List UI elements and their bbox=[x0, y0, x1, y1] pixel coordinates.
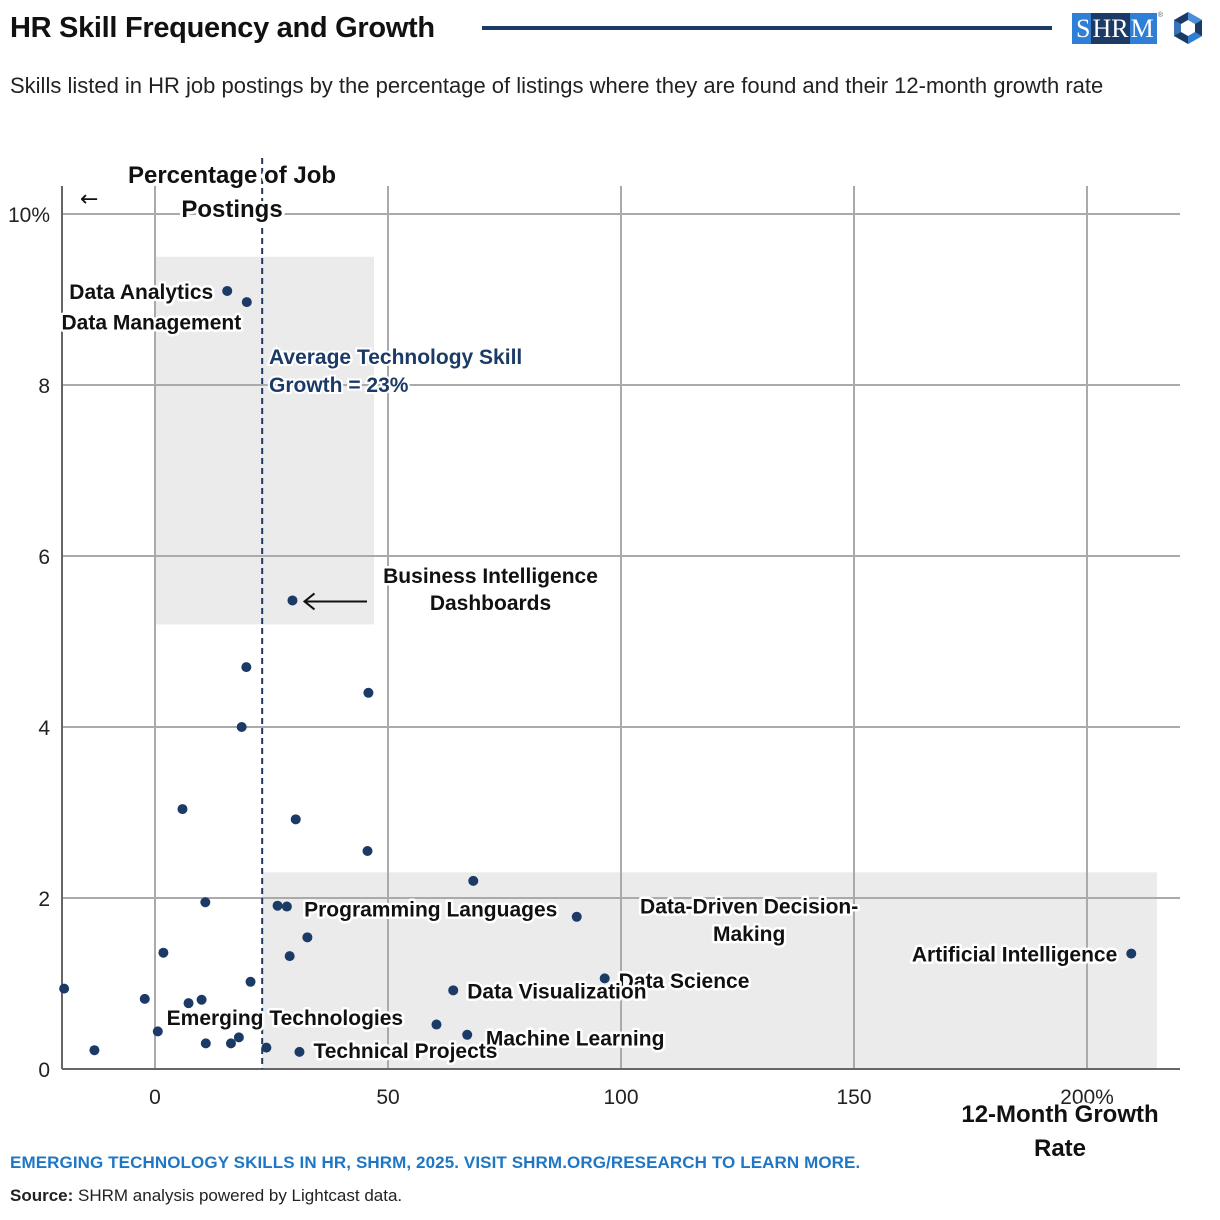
chart-subtitle: Skills listed in HR job postings by the … bbox=[10, 73, 1104, 98]
gridlines bbox=[62, 186, 1180, 1069]
data-point bbox=[225, 1038, 236, 1049]
point-label: Technical Projects bbox=[313, 1040, 497, 1063]
y-axis-title: Percentage of Job bbox=[128, 162, 336, 189]
y-tick-label: 6 bbox=[38, 546, 50, 569]
y-tick-label: 10% bbox=[8, 204, 50, 227]
point-label: Artificial Intelligence bbox=[912, 944, 1117, 967]
data-point bbox=[1126, 948, 1137, 959]
y-tick-label: 8 bbox=[38, 375, 50, 398]
data-point bbox=[233, 1032, 244, 1043]
title-rule bbox=[482, 26, 1052, 30]
data-point bbox=[272, 900, 283, 911]
data-point bbox=[222, 285, 233, 296]
point-label: Data-Driven Decision- bbox=[640, 896, 858, 919]
highlight-regions bbox=[155, 256, 1157, 1069]
data-point bbox=[261, 1042, 272, 1053]
data-points bbox=[59, 285, 1137, 1057]
axes: 0 50 100 150 200% 0 2 4 6 8 10% bbox=[8, 186, 1180, 1109]
data-point bbox=[599, 973, 610, 984]
data-point bbox=[196, 994, 207, 1005]
y-axis-title: Postings bbox=[181, 196, 282, 223]
point-label: Data Science bbox=[619, 970, 750, 993]
data-point bbox=[468, 875, 479, 886]
data-point bbox=[281, 901, 292, 912]
reference-line-group: Average Technology Skill Growth = 23% bbox=[261, 158, 524, 1069]
data-point bbox=[431, 1019, 442, 1030]
data-point bbox=[571, 911, 582, 922]
data-point bbox=[236, 722, 247, 732]
data-point bbox=[139, 993, 150, 1004]
data-point bbox=[363, 687, 374, 698]
data-point bbox=[294, 1046, 305, 1057]
average-growth-label: Growth = 23% bbox=[269, 374, 409, 397]
x-axis-title: Rate bbox=[1034, 1135, 1086, 1162]
data-point bbox=[89, 1045, 100, 1056]
y-tick-label: 0 bbox=[38, 1059, 50, 1082]
data-point bbox=[183, 998, 194, 1009]
data-point bbox=[152, 1026, 163, 1037]
point-label: Making bbox=[713, 923, 785, 946]
point-label: Emerging Technologies bbox=[167, 1007, 403, 1030]
point-label: Programming Languages bbox=[304, 898, 557, 921]
registered-mark: ® bbox=[1157, 12, 1163, 19]
axis-titles: Percentage of Job Postings ← 12-Month Growt… bbox=[80, 159, 1162, 1165]
source-note: Source: SHRM analysis powered by Lightca… bbox=[10, 1186, 402, 1206]
x-axis-title: 12-Month Growth bbox=[961, 1101, 1158, 1128]
data-point bbox=[284, 951, 295, 962]
data-point bbox=[241, 662, 252, 673]
shrm-hexagon-icon bbox=[1173, 12, 1202, 44]
point-label: Data Visualization bbox=[467, 980, 646, 1003]
x-tick-label: 100 bbox=[603, 1086, 638, 1109]
data-point bbox=[200, 897, 211, 908]
x-tick-label: 150 bbox=[836, 1086, 871, 1109]
average-growth-label: Average Technology Skill bbox=[269, 346, 522, 369]
data-point bbox=[177, 804, 188, 815]
data-point bbox=[241, 297, 252, 308]
x-tick-label: 200% bbox=[1060, 1086, 1114, 1109]
data-point bbox=[448, 985, 459, 996]
x-tick-label: 50 bbox=[376, 1086, 399, 1109]
point-labels: Data Analytics Data Management Business In… bbox=[59, 278, 1120, 1065]
data-point bbox=[245, 976, 256, 987]
y-tick-label: 4 bbox=[38, 717, 50, 740]
bi-arrow-head-icon bbox=[302, 592, 316, 611]
source-label: Source: bbox=[10, 1186, 74, 1205]
data-point bbox=[287, 595, 298, 606]
y-axis-arrow-icon: ← bbox=[80, 187, 98, 212]
data-point bbox=[362, 845, 373, 856]
point-label: Machine Learning bbox=[486, 1027, 665, 1050]
data-point bbox=[59, 983, 70, 994]
point-label: Data Management bbox=[61, 312, 241, 335]
x-tick-label: 0 bbox=[149, 1086, 161, 1109]
point-label: Business Intelligence bbox=[383, 565, 598, 588]
highlight-region bbox=[262, 872, 1157, 1069]
data-point bbox=[290, 814, 301, 825]
shrm-wordmark: S HR M bbox=[1072, 12, 1157, 44]
data-point bbox=[462, 1029, 473, 1040]
data-point bbox=[200, 1038, 211, 1049]
point-label: Dashboards bbox=[430, 592, 551, 615]
point-label: Data Analytics bbox=[69, 281, 213, 304]
chart-title: HR Skill Frequency and Growth bbox=[10, 12, 435, 44]
y-tick-label: 2 bbox=[38, 888, 50, 911]
source-text: SHRM analysis powered by Lightcast data. bbox=[78, 1186, 403, 1205]
data-point bbox=[302, 932, 313, 943]
highlight-region bbox=[155, 256, 375, 625]
data-point bbox=[158, 947, 169, 958]
shrm-logo: S HR M ® bbox=[1072, 12, 1205, 44]
report-link[interactable]: EMERGING TECHNOLOGY SKILLS IN HR, SHRM, … bbox=[10, 1153, 861, 1172]
